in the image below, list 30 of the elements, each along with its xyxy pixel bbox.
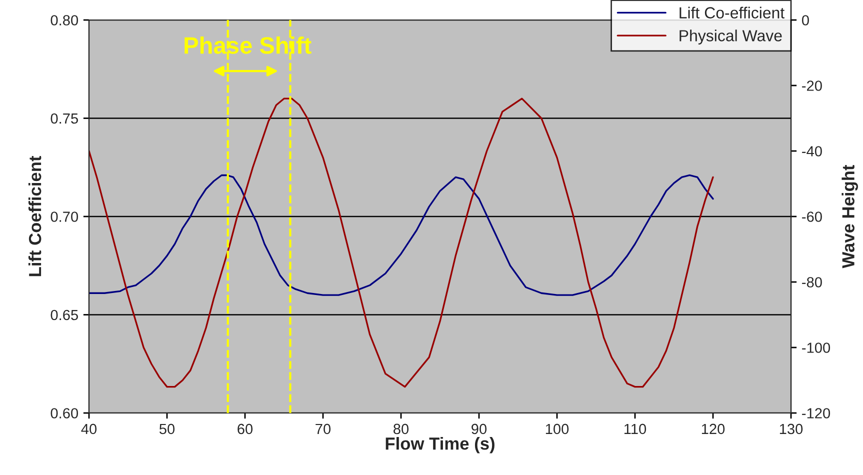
y-axis-title: Lift Coefficient [28,156,42,276]
y2-tick-label: 0 [802,15,809,26]
y2-tick-label: -60 [802,212,822,222]
legend-label: Physical Wave [680,30,782,45]
x-tick-label: 120 [702,424,725,434]
y2-tick-label: -80 [802,277,822,288]
y2-tick-label: -40 [802,146,822,156]
y-tick-label: 0.65 [50,310,78,320]
annotation: Phase Shift [184,36,312,54]
x-tick-label: 130 [780,424,803,434]
x-tick-label: 50 [159,424,175,434]
y2-axis-title: Wave Height [842,164,858,268]
line-series [89,98,714,388]
x-axis-title: Flow Time (s) [386,437,494,454]
x-tick-label: 80 [394,424,409,434]
x-tick-label: 70 [316,424,331,434]
y2-tick-label: -20 [802,80,822,91]
y-tick-label: 0.80 [50,15,78,26]
x-tick-label: 40 [81,424,97,434]
y-tick-label: 0.70 [50,212,78,222]
x-tick-label: 90 [472,424,487,434]
x-tick-label: 110 [624,424,646,434]
y2-tick-label: -100 [802,342,830,353]
line-series [89,174,714,296]
x-tick-label: 60 [238,424,253,434]
legend-label: Lift Co-efficient [680,6,784,18]
y-tick-label: 0.60 [50,408,78,418]
x-tick-label: 100 [546,424,569,434]
y-tick-label: 0.75 [50,113,78,124]
y2-tick-label: -120 [802,408,830,418]
